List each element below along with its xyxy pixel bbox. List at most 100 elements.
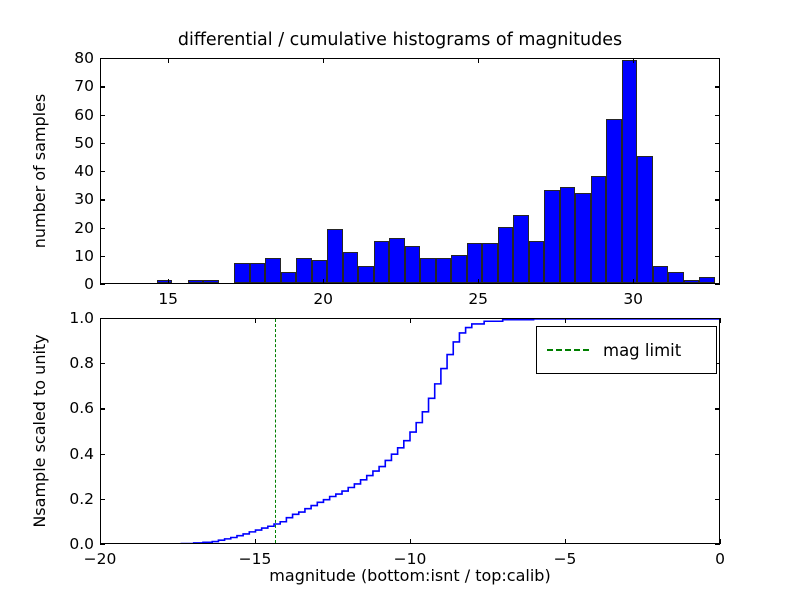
histogram-bar	[653, 266, 669, 283]
histogram-bar	[560, 187, 576, 283]
y-tick-mark	[715, 199, 720, 200]
y-tick-mark	[100, 408, 105, 409]
y-tick-mark	[100, 115, 105, 116]
y-tick-mark	[100, 499, 105, 500]
histogram-bar	[513, 215, 529, 283]
differential-histogram-plot-area	[101, 59, 719, 283]
bottom-axis-ylabel: Nsample scaled to unity	[30, 334, 49, 527]
x-tick-mark	[565, 318, 566, 323]
y-tick-mark	[715, 143, 720, 144]
y-tick-mark	[100, 143, 105, 144]
y-tick-mark	[715, 544, 720, 545]
y-tick-mark	[715, 499, 720, 500]
x-tick-mark	[255, 539, 256, 544]
histogram-bar	[451, 255, 467, 283]
histogram-bar	[157, 280, 173, 283]
bottom-axis-xlabel: magnitude (bottom:isnt / top:calib)	[269, 566, 550, 585]
y-tick-mark	[715, 256, 720, 257]
y-tick-label: 10	[56, 247, 94, 265]
histogram-bar	[296, 258, 312, 283]
histogram-bar	[684, 280, 700, 283]
x-tick-mark	[478, 279, 479, 284]
histogram-bar	[312, 260, 328, 283]
histogram-bar	[405, 246, 421, 283]
x-tick-mark	[478, 58, 479, 63]
matplotlib-figure: differential / cumulative histograms of …	[0, 0, 800, 600]
x-tick-label: 20	[313, 290, 333, 308]
y-tick-mark	[715, 408, 720, 409]
histogram-bar	[668, 272, 684, 283]
y-tick-mark	[715, 171, 720, 172]
x-tick-label: 30	[623, 290, 643, 308]
x-tick-mark	[633, 279, 634, 284]
histogram-bar	[637, 156, 653, 283]
y-tick-label: 80	[56, 49, 94, 67]
x-tick-mark	[168, 279, 169, 284]
x-tick-mark	[323, 279, 324, 284]
x-tick-mark	[323, 58, 324, 63]
histogram-bar	[498, 227, 514, 284]
histogram-bar	[420, 258, 436, 283]
y-tick-label: 0.6	[50, 399, 94, 417]
y-tick-mark	[100, 284, 105, 285]
histogram-bar	[575, 193, 591, 283]
x-tick-mark	[410, 539, 411, 544]
histogram-bar	[699, 277, 715, 283]
histogram-bar	[358, 266, 374, 283]
histogram-bar	[234, 263, 250, 283]
y-tick-mark	[715, 115, 720, 116]
y-tick-label: 20	[56, 219, 94, 237]
histogram-bar	[281, 272, 297, 283]
histogram-bar	[529, 241, 545, 283]
y-tick-mark	[715, 86, 720, 87]
x-tick-mark	[255, 318, 256, 323]
histogram-bar	[203, 280, 219, 283]
y-tick-label: 0.4	[50, 445, 94, 463]
histogram-bar	[467, 243, 483, 283]
histogram-bar	[188, 280, 204, 283]
x-tick-mark	[720, 318, 721, 323]
x-tick-label: −15	[239, 550, 272, 568]
y-tick-mark	[100, 318, 105, 319]
x-tick-label: 15	[158, 290, 178, 308]
y-tick-mark	[100, 58, 105, 59]
y-tick-mark	[715, 58, 720, 59]
y-tick-mark	[100, 86, 105, 87]
x-tick-mark	[633, 58, 634, 63]
figure-title: differential / cumulative histograms of …	[0, 30, 800, 50]
y-tick-label: 0.8	[50, 354, 94, 372]
x-tick-mark	[168, 58, 169, 63]
y-tick-mark	[100, 228, 105, 229]
histogram-bar	[622, 60, 638, 283]
y-tick-label: 50	[56, 134, 94, 152]
histogram-bar	[250, 263, 266, 283]
y-tick-mark	[715, 228, 720, 229]
y-tick-mark	[715, 284, 720, 285]
histogram-bar	[265, 258, 281, 283]
y-tick-label: 40	[56, 162, 94, 180]
x-tick-mark	[565, 539, 566, 544]
mag-limit-vline	[275, 319, 276, 543]
histogram-bar	[544, 190, 560, 283]
y-tick-mark	[100, 199, 105, 200]
mag-limit-legend-label: mag limit	[603, 341, 681, 360]
histogram-bar	[482, 243, 498, 283]
y-tick-label: 60	[56, 106, 94, 124]
y-tick-mark	[100, 363, 105, 364]
histogram-bar	[327, 229, 343, 283]
y-tick-label: 1.0	[50, 309, 94, 327]
histogram-bar	[374, 241, 390, 283]
histogram-bar	[436, 258, 452, 283]
histogram-bar	[591, 176, 607, 283]
y-tick-label: 70	[56, 77, 94, 95]
y-tick-mark	[100, 171, 105, 172]
y-tick-label: 0	[56, 275, 94, 293]
x-tick-mark	[410, 318, 411, 323]
x-tick-label: 0	[715, 550, 725, 568]
y-tick-mark	[100, 256, 105, 257]
y-tick-label: 0.0	[50, 535, 94, 553]
legend: mag limit	[536, 326, 717, 374]
histogram-bar	[389, 238, 405, 283]
histogram-bar	[343, 252, 359, 283]
x-tick-mark	[720, 539, 721, 544]
